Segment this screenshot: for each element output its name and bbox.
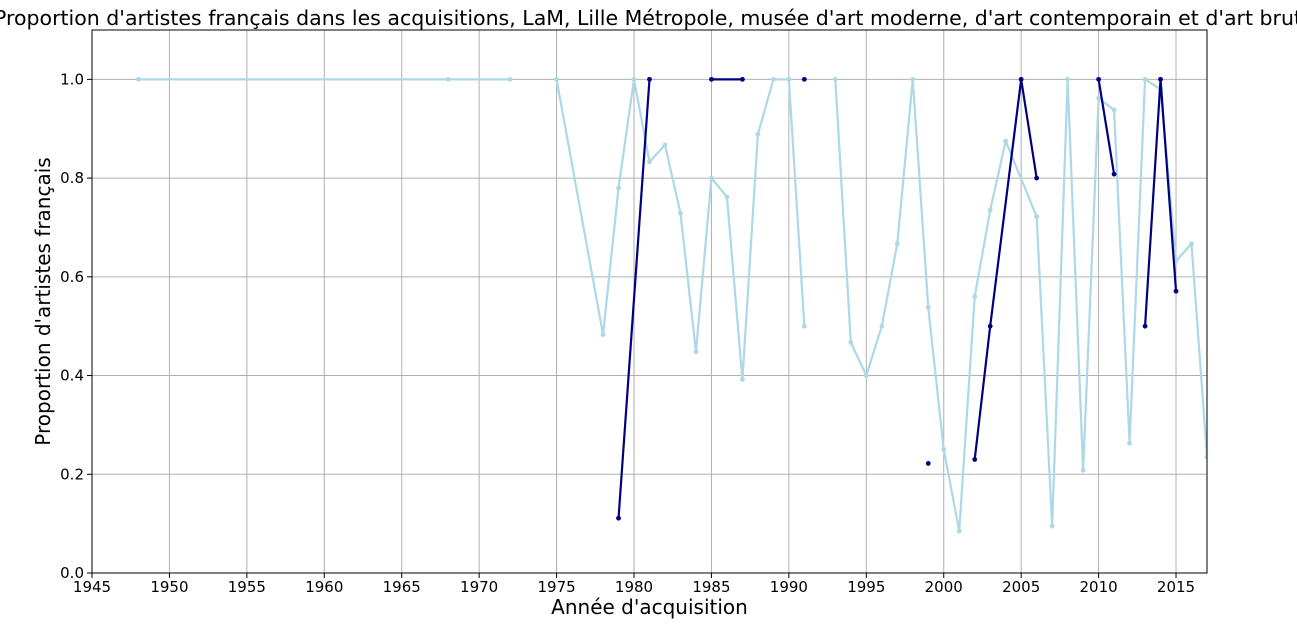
data-point — [1173, 288, 1179, 294]
data-point — [647, 76, 652, 82]
series-layer — [136, 76, 1207, 534]
data-point — [136, 76, 141, 82]
data-point — [786, 76, 792, 82]
series-line — [617, 79, 651, 519]
x-tick-label: 2015 — [1157, 578, 1195, 596]
x-tick-label: 1975 — [537, 578, 575, 596]
data-point — [662, 142, 668, 148]
data-point — [910, 76, 916, 82]
data-point — [600, 332, 606, 337]
data-point — [770, 76, 776, 82]
y-tick-label: 0.6 — [60, 268, 84, 286]
x-axis-label: Année d'acquisition — [551, 595, 748, 619]
data-point — [693, 349, 699, 355]
x-tick-label: 1985 — [692, 578, 730, 596]
series-1 — [616, 76, 1179, 521]
data-point — [1049, 523, 1055, 529]
data-point — [1034, 214, 1040, 219]
series-line — [973, 78, 1038, 460]
series-line — [555, 78, 806, 381]
data-point — [1018, 76, 1024, 82]
data-point — [1080, 467, 1086, 473]
x-tick-label: 1990 — [770, 578, 808, 596]
data-point — [894, 241, 900, 247]
data-point — [724, 194, 730, 200]
y-tick-label: 1.0 — [60, 70, 84, 88]
y-tick-label: 0.4 — [60, 367, 84, 385]
data-point — [616, 515, 621, 521]
data-point — [554, 76, 559, 82]
data-point — [709, 76, 714, 82]
data-point — [832, 76, 838, 82]
x-tick-label: 2005 — [1002, 578, 1040, 596]
data-point — [848, 340, 854, 345]
data-point — [1204, 454, 1207, 460]
data-point — [740, 377, 745, 382]
x-tick-label: 1960 — [305, 578, 343, 596]
x-tick-label: 1970 — [460, 578, 498, 596]
data-point — [987, 323, 993, 329]
x-tick-label: 1980 — [615, 578, 653, 596]
data-point — [1111, 107, 1117, 113]
series-line — [834, 78, 1207, 533]
data-point — [956, 528, 962, 534]
data-point — [972, 294, 978, 299]
x-tick-label: 1950 — [150, 578, 188, 596]
data-point — [1142, 323, 1148, 329]
data-point — [941, 447, 947, 452]
data-point — [987, 207, 993, 213]
series-0 — [136, 76, 1207, 534]
data-point — [740, 76, 745, 82]
data-point — [879, 323, 885, 329]
data-point — [1096, 95, 1101, 101]
data-point — [678, 210, 683, 216]
chart-title: Proportion d'artistes français dans les … — [0, 6, 1297, 30]
x-tick-label: 2000 — [925, 578, 963, 596]
data-point — [755, 131, 761, 137]
plot-frame — [91, 29, 1208, 574]
y-tick-label: 0.2 — [60, 465, 84, 483]
data-point — [972, 457, 978, 462]
data-point — [1189, 241, 1194, 247]
y-tick-label: 0.8 — [60, 169, 84, 187]
data-point — [801, 323, 807, 329]
data-point — [925, 461, 931, 466]
data-point — [507, 76, 513, 82]
data-point — [1003, 138, 1009, 144]
data-point — [709, 175, 714, 181]
y-axis-label: Proportion d'artistes français — [31, 157, 55, 445]
x-tick-label: 1965 — [383, 578, 421, 596]
y-tick-label: 0.0 — [60, 564, 84, 582]
data-point — [863, 373, 869, 378]
x-tick-label: 1995 — [847, 578, 885, 596]
series-line — [1097, 79, 1116, 175]
data-point — [1096, 76, 1101, 82]
data-point — [445, 76, 451, 82]
data-point — [1158, 76, 1163, 82]
data-point — [1065, 76, 1071, 82]
data-point — [1142, 76, 1148, 82]
data-point — [616, 185, 621, 191]
data-point — [1034, 175, 1040, 181]
x-tick-label: 1945 — [73, 578, 111, 596]
data-point — [631, 76, 637, 82]
data-point — [647, 159, 652, 165]
x-tick-label: 1955 — [228, 578, 266, 596]
ticks: 1945 1950 1955 1960 1965 1970 1975 1980 1985 1990… — [60, 70, 1195, 596]
grid — [91, 30, 1207, 574]
data-point — [801, 76, 807, 82]
data-point — [925, 305, 931, 310]
data-point — [1127, 440, 1132, 446]
data-point — [1111, 171, 1117, 177]
x-tick-label: 2010 — [1080, 578, 1118, 596]
